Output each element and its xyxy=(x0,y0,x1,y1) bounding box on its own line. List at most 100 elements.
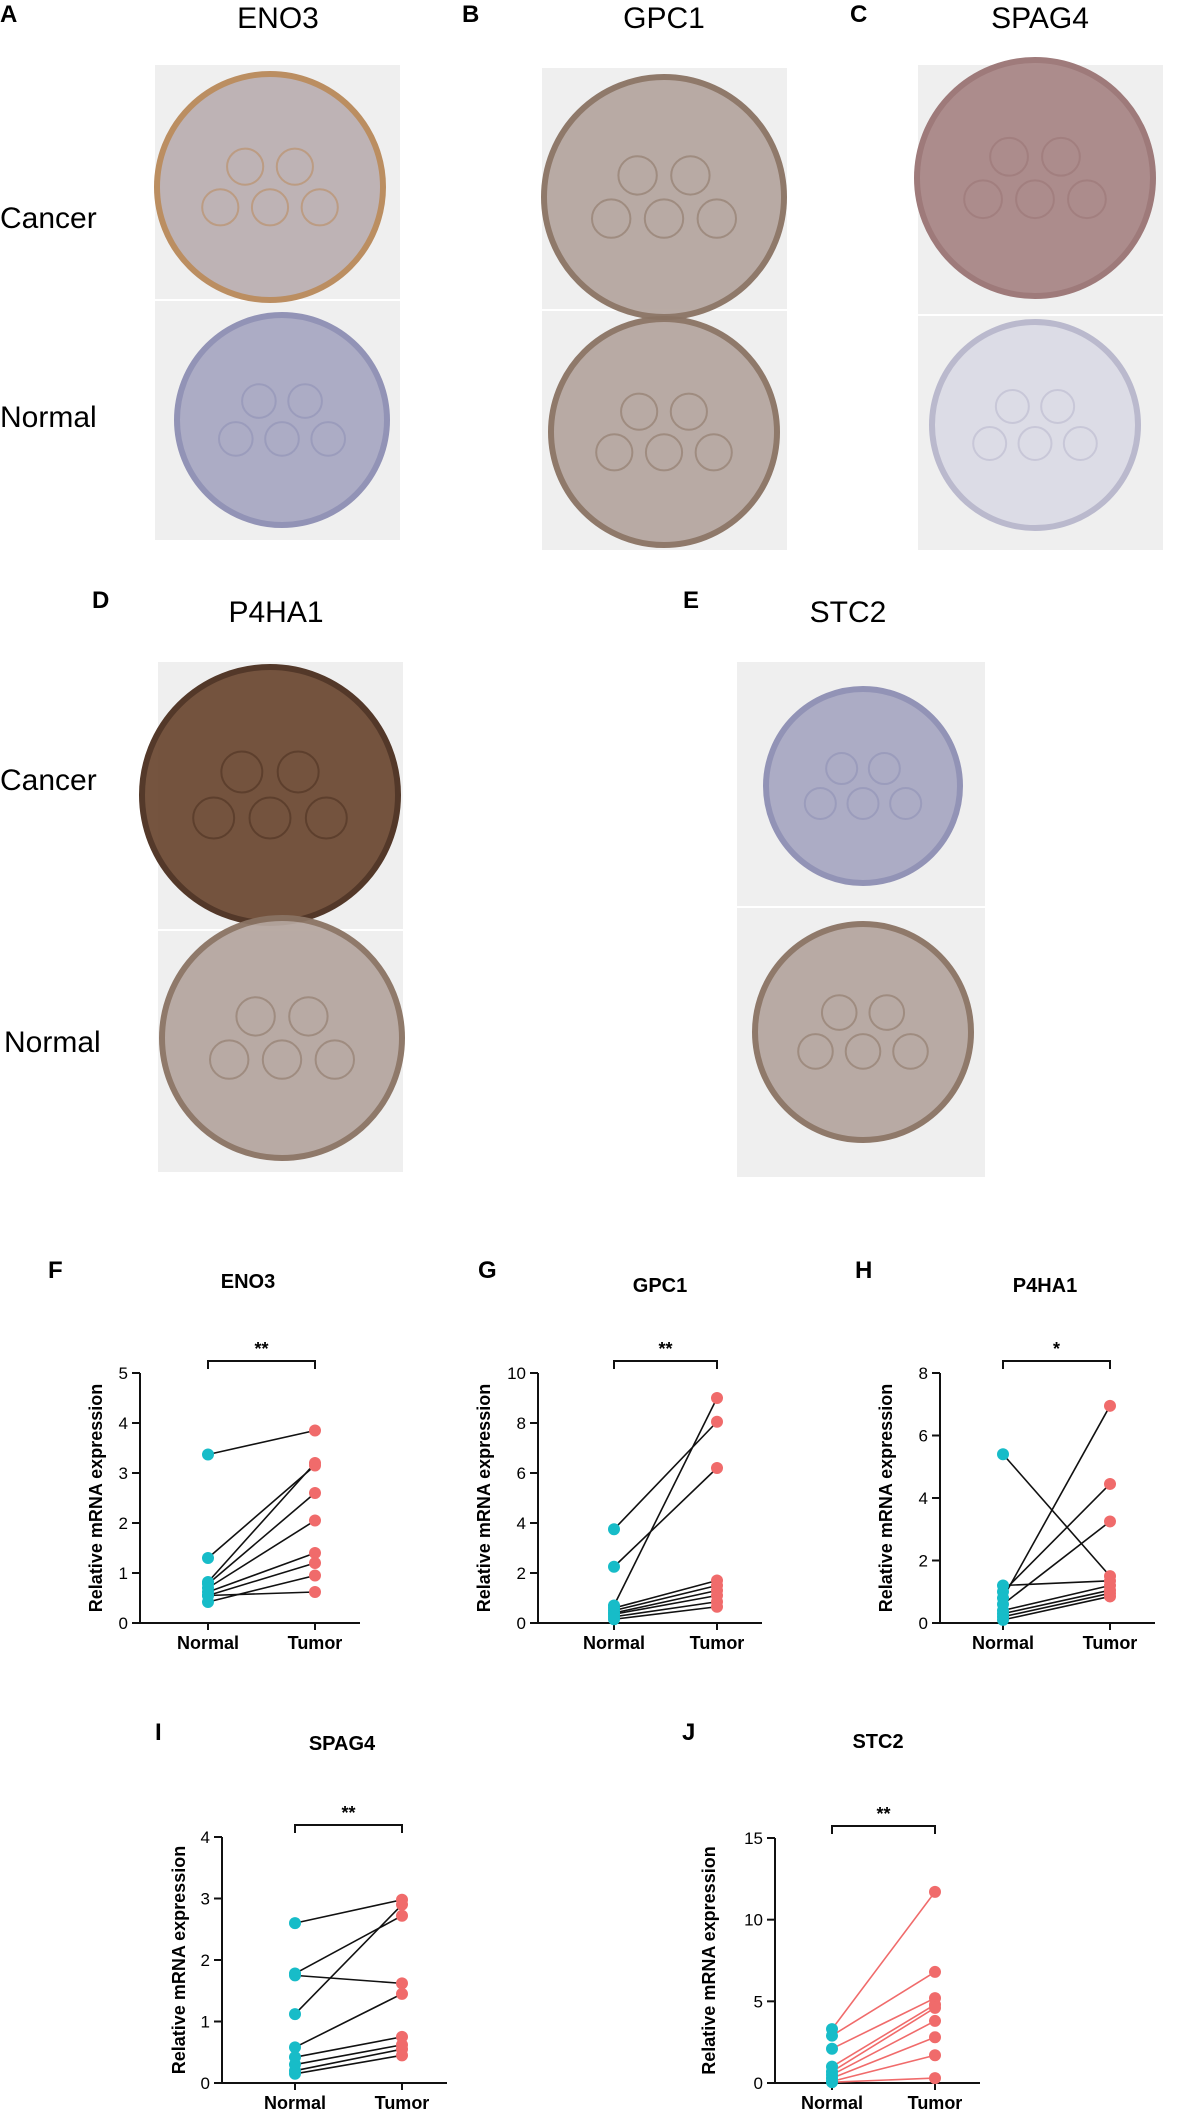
tumor-point xyxy=(929,1965,941,1978)
tumor-point xyxy=(396,1987,408,2000)
tumor-point xyxy=(396,1898,408,1911)
gland-texture xyxy=(220,750,264,794)
gland-texture xyxy=(989,136,1029,177)
pair-line xyxy=(1002,1453,1111,1577)
gland-texture xyxy=(241,383,277,419)
ihc-panel-d: D P4HA1 Cancer Normal xyxy=(0,587,405,1172)
gland-texture xyxy=(209,1039,250,1080)
tumor-point xyxy=(396,1977,408,1990)
panel-letter: C xyxy=(850,1,867,28)
ihc-image-panels: A ENO3 Cancer Normal B GPC1 C SPAG4 D P4HA1 Cancer… xyxy=(0,1,1163,1177)
y-tick-label: 10 xyxy=(744,1911,763,1930)
gland-texture xyxy=(261,1039,303,1080)
gland-texture xyxy=(867,752,901,786)
tumor-point xyxy=(929,2031,941,2044)
tumor-point xyxy=(309,1487,321,1499)
y-tick-label: 4 xyxy=(201,1828,210,1847)
pair-line xyxy=(294,2036,403,2058)
pair-line xyxy=(613,1421,718,1530)
gene-title: GPC1 xyxy=(623,2,705,35)
gland-texture xyxy=(694,433,733,472)
gland-texture xyxy=(248,796,292,840)
pair-line xyxy=(613,1397,718,1606)
panel-letter: E xyxy=(683,587,699,614)
tumor-point xyxy=(309,1514,321,1527)
pair-line xyxy=(294,1904,403,2015)
gland-texture xyxy=(591,198,632,239)
pair-line xyxy=(207,1552,316,1593)
pair-line xyxy=(207,1562,316,1597)
chart-title: GPC1 xyxy=(633,1275,687,1297)
pair-line xyxy=(831,1971,936,2037)
y-tick-label: 1 xyxy=(201,2013,210,2032)
gland-texture xyxy=(669,392,708,431)
gland-texture xyxy=(192,796,236,840)
x-tick-label-normal: Normal xyxy=(801,2093,863,2113)
gland-texture xyxy=(670,155,711,196)
x-tick-label-tumor: Tumor xyxy=(908,2093,963,2113)
x-tick-label-normal: Normal xyxy=(264,2093,326,2113)
tumor-point xyxy=(309,1586,321,1598)
significance-marker: ** xyxy=(254,1339,268,1359)
gland-texture xyxy=(963,179,1003,220)
gland-texture xyxy=(1062,426,1098,462)
pair-line xyxy=(207,1574,316,1603)
panel-letter: G xyxy=(478,1257,497,1284)
significance-marker: ** xyxy=(341,1803,355,1823)
row-label-normal: Normal xyxy=(4,1026,101,1059)
pair-line xyxy=(207,1492,316,1585)
gland-texture xyxy=(889,786,923,820)
gene-title: ENO3 xyxy=(237,2,319,35)
gland-texture xyxy=(595,433,634,472)
y-tick-label: 8 xyxy=(919,1364,928,1383)
cancer-tissue-core xyxy=(541,74,787,320)
gland-texture xyxy=(620,392,659,431)
pair-line xyxy=(207,1464,316,1559)
y-tick-label: 5 xyxy=(754,1992,763,2011)
gland-texture xyxy=(235,996,276,1037)
pair-line xyxy=(613,1594,718,1616)
pair-line xyxy=(294,1993,403,2049)
y-tick-label: 10 xyxy=(507,1364,526,1383)
tumor-point xyxy=(711,1600,723,1613)
ihc-panel-c: C SPAG4 xyxy=(850,1,1163,550)
y-axis-label: Relative mRNA expression xyxy=(169,1846,189,2074)
normal-tissue-core xyxy=(159,915,405,1161)
y-axis-label: Relative mRNA expression xyxy=(86,1384,106,1612)
chart-title: STC2 xyxy=(852,1731,903,1753)
y-tick-label: 3 xyxy=(119,1464,128,1483)
gland-texture xyxy=(972,426,1008,462)
tumor-point xyxy=(929,1885,941,1898)
y-tick-label: 2 xyxy=(201,1951,210,1970)
gland-texture xyxy=(1041,136,1081,177)
y-tick-label: 0 xyxy=(119,1614,128,1633)
tumor-point xyxy=(309,1459,321,1472)
tumor-point xyxy=(309,1424,321,1437)
gene-title: P4HA1 xyxy=(228,596,323,629)
x-tick-label-tumor: Tumor xyxy=(1083,1633,1138,1653)
tumor-point xyxy=(711,1462,723,1474)
pair-line xyxy=(1002,1405,1111,1599)
normal-point xyxy=(608,1523,620,1536)
panel-letter: F xyxy=(48,1257,63,1284)
ihc-panel-e: E STC2 xyxy=(683,587,985,1177)
x-tick-label-normal: Normal xyxy=(177,1633,239,1653)
panel-letter: A xyxy=(0,1,17,28)
row-label-cancer: Cancer xyxy=(0,764,97,797)
normal-point xyxy=(997,1448,1009,1461)
y-tick-label: 4 xyxy=(517,1514,526,1533)
normal-point xyxy=(202,1552,214,1564)
gland-texture xyxy=(868,994,906,1031)
gland-texture xyxy=(892,1033,929,1070)
pair-line xyxy=(207,1429,316,1456)
normal-point xyxy=(608,1613,620,1626)
pair-line xyxy=(294,1915,403,1975)
normal-point xyxy=(289,1969,301,1982)
x-tick-label-tumor: Tumor xyxy=(375,2093,430,2113)
pair-line xyxy=(1002,1483,1111,1593)
tumor-point xyxy=(396,1909,408,1922)
pair-line xyxy=(1002,1589,1111,1615)
tumor-point xyxy=(929,2001,941,2014)
gland-texture xyxy=(825,752,859,786)
significance-bracket xyxy=(613,1360,718,1369)
